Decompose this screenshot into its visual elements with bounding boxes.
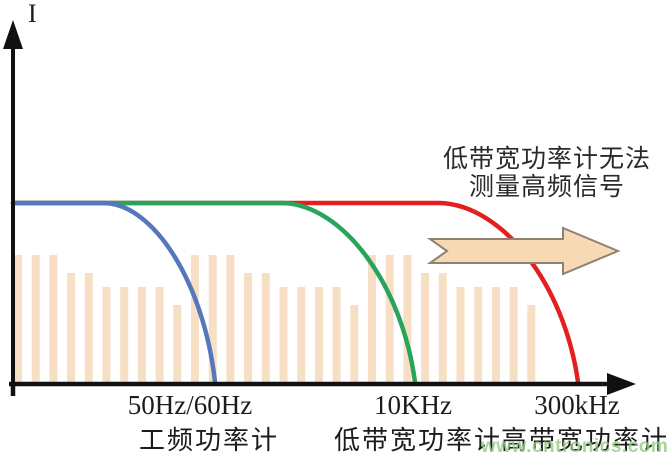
spectrum-bar: [244, 273, 253, 382]
x-tick-50hz-60hz: 50Hz/60Hz: [127, 390, 253, 420]
spectrum-bar: [438, 273, 447, 382]
meter-label-low-bandwidth: 低带宽功率计: [333, 426, 503, 455]
spectrum-bar: [297, 287, 306, 382]
spectrum-bar: [31, 255, 40, 382]
spectrum-bar: [261, 273, 270, 382]
spectrum-bar: [509, 287, 518, 382]
spectrum-bars: [14, 255, 536, 382]
meter-label-line-frequency: 工频功率计: [138, 426, 280, 455]
spectrum-bar: [385, 255, 394, 382]
response-curve: [10, 200, 418, 385]
response-curve: [10, 200, 218, 385]
spectrum-bar: [226, 255, 235, 382]
spectrum-bar: [350, 305, 359, 382]
spectrum-bar: [279, 287, 288, 382]
spectrum-bar: [421, 273, 430, 382]
spectrum-bar: [368, 255, 376, 382]
spectrum-bar: [208, 255, 217, 382]
x-tick-10khz: 10KHz: [374, 390, 452, 420]
meter-label-high-bandwidth: 高带宽功率计: [500, 426, 667, 455]
spectrum-bar: [456, 287, 465, 382]
spectrum-bar: [314, 287, 323, 382]
spectrum-bar: [84, 273, 93, 382]
spectrum-bar: [155, 287, 164, 382]
spectrum-bar: [14, 255, 22, 382]
annotation-line-2: 测量高频信号: [468, 173, 626, 201]
spectrum-bar: [332, 287, 341, 382]
y-axis: [3, 20, 23, 386]
spectrum-bar: [527, 305, 536, 382]
spectrum-bar: [120, 287, 129, 382]
annotation-line-1: 低带宽功率计无法: [442, 146, 652, 173]
frequency-shift-arrow-icon: [426, 226, 621, 276]
spectrum-bar: [403, 255, 412, 382]
y-axis-label: I: [28, 0, 37, 28]
spectrum-bar: [173, 305, 182, 382]
spectrum-bar: [137, 287, 146, 382]
watermark-text: www.cntronics.com: [481, 436, 667, 457]
spectrum-bar: [49, 255, 58, 382]
spectrum-bar: [191, 255, 199, 382]
x-tick-300khz: 300kHz: [534, 390, 620, 420]
spectrum-bar: [102, 287, 111, 382]
x-axis-arrowhead-icon: [607, 373, 636, 395]
spectrum-bar: [474, 287, 483, 382]
spectrum-bar: [491, 287, 500, 382]
spectrum-bar: [67, 273, 76, 382]
annotation-text: 低带宽功率计无法 测量高频信号: [443, 146, 651, 201]
y-axis-arrowhead-icon: [3, 20, 23, 49]
